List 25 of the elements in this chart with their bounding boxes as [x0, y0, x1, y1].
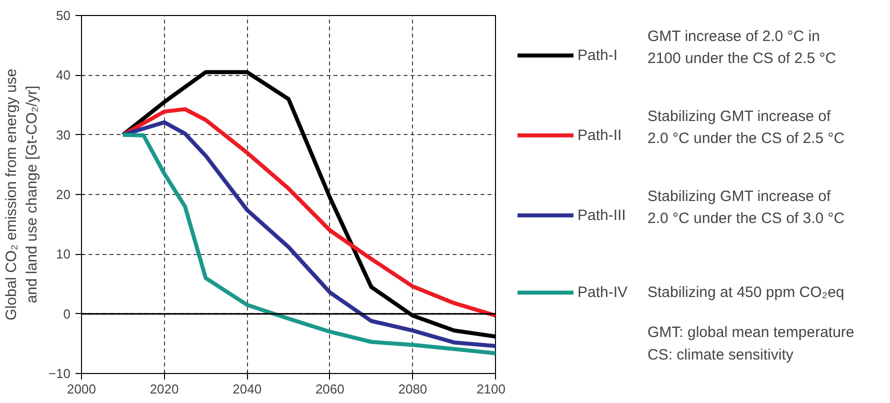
legend-label: Path-IV: [578, 284, 628, 302]
line-series: [120, 107, 496, 318]
text: GMT increase of 2.0 °C in 2100 under the CS of 2.5 °C: [648, 28, 836, 68]
legend-label: Path-III: [578, 206, 626, 224]
x-tick-label: 2080: [398, 382, 428, 396]
text: Stabilizing GMT increase of 2.0 °C under the CS of 3.0 °C: [648, 188, 845, 227]
x-tick-label: 2040: [232, 382, 262, 396]
x-tick-label: 2060: [315, 382, 344, 396]
text: Stabilizing GMT increase of 2.0 °C under the CS of 2.5 °C: [648, 108, 845, 147]
text: CS: climate sensitivity: [648, 346, 794, 364]
y-tick-label: 10: [56, 246, 71, 262]
text: GMT: global mean temperature: [648, 324, 854, 342]
x-tick-label: 2100: [476, 382, 506, 396]
y-tick-label: 50: [56, 8, 71, 23]
x-tick-label: 2000: [67, 382, 96, 396]
y-tick-label: −10: [48, 366, 71, 381]
text: Stabilizing at 450 ppm CO₂eq: [648, 284, 844, 302]
y-axis-title: Global CO₂ emission from energy use and land use change [Gt-CO₂/yr]: [3, 68, 40, 320]
y-tick-label: 20: [56, 187, 71, 202]
y-tick-label: 0: [63, 306, 71, 322]
y-tick-label: 30: [56, 127, 71, 142]
legend-label: Path-II: [578, 126, 622, 144]
legend-label: Path-I: [578, 46, 618, 64]
y-tick-label: 40: [56, 68, 71, 83]
x-tick-label: 2020: [150, 382, 179, 396]
